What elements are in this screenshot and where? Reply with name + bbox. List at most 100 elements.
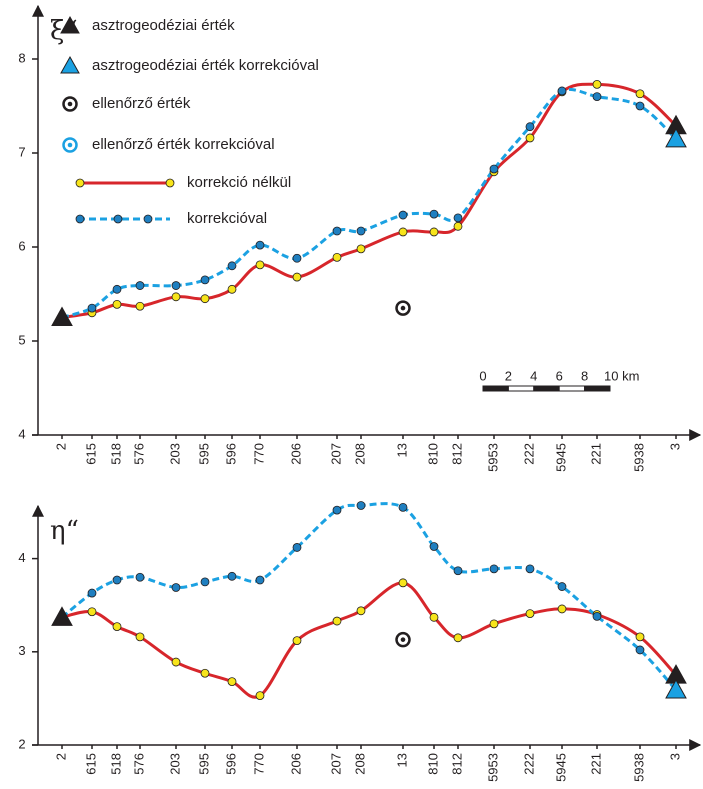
- x-tick-label: 5953: [485, 443, 500, 472]
- point-marker: [200, 668, 210, 678]
- point-marker: [135, 301, 145, 311]
- point-marker: [429, 542, 439, 551]
- x-tick-label: 5945: [553, 753, 568, 782]
- point-marker: [592, 611, 602, 621]
- scale-label: 2: [505, 368, 512, 383]
- legend-dot: [75, 214, 85, 224]
- point-marker: [489, 164, 499, 174]
- point-marker: [87, 303, 97, 313]
- series-line: [61, 82, 678, 319]
- point-marker: [489, 619, 499, 629]
- x-tick-label: 810: [425, 753, 440, 775]
- point-marker: [332, 226, 342, 236]
- point-marker: [200, 275, 210, 285]
- x-tick-label: 222: [521, 443, 536, 465]
- legend-label: asztrogeodéziai érték: [92, 17, 235, 34]
- series-line: [61, 87, 678, 319]
- x-tick-label: 207: [328, 443, 343, 465]
- x-tick-label: 5945: [553, 443, 568, 472]
- point-marker: [255, 691, 265, 701]
- point-marker: [429, 227, 439, 237]
- point-marker: [255, 260, 265, 270]
- legend-label: ellenőrző érték korrekcióval: [92, 136, 275, 153]
- x-tick-label: 208: [352, 443, 367, 465]
- point-marker: [332, 505, 342, 515]
- legend-label: ellenőrző érték: [92, 95, 191, 112]
- y-tick-label: 2: [18, 736, 25, 751]
- legend-dot: [143, 214, 153, 224]
- point-marker: [332, 616, 342, 626]
- point-marker: [398, 210, 408, 220]
- x-tick-label: 595: [196, 443, 211, 465]
- y-tick-label: 7: [18, 144, 25, 159]
- point-marker: [592, 92, 602, 101]
- legend-label: korrekcióval: [187, 210, 267, 227]
- point-marker: [429, 612, 439, 622]
- point-marker: [255, 575, 265, 585]
- point-marker: [557, 582, 567, 591]
- legend-triangle: [60, 15, 80, 34]
- point-marker: [171, 281, 181, 290]
- point-marker: [557, 604, 567, 614]
- legend-ring-dot: [67, 101, 73, 107]
- x-tick-label: 518: [108, 443, 123, 465]
- point-marker: [171, 292, 181, 302]
- point-marker: [292, 636, 302, 646]
- point-marker: [227, 261, 237, 271]
- x-tick-label: 770: [251, 753, 266, 775]
- scale-label: 0: [479, 368, 486, 383]
- point-marker: [592, 79, 602, 89]
- x-tick-label: 203: [167, 443, 182, 465]
- point-marker: [489, 564, 499, 574]
- point-marker: [200, 294, 210, 304]
- x-tick-label: 576: [131, 753, 146, 775]
- x-tick-label: 2: [53, 753, 68, 760]
- point-marker: [635, 101, 645, 111]
- point-marker: [227, 677, 237, 687]
- point-marker: [525, 609, 535, 618]
- point-marker: [525, 564, 535, 574]
- point-marker: [200, 577, 210, 587]
- x-tick-label: 221: [588, 753, 603, 775]
- ring-marker: [395, 631, 411, 648]
- point-marker: [453, 633, 463, 643]
- y-axis-label: η“: [50, 516, 79, 546]
- point-marker: [557, 86, 567, 96]
- x-tick-label: 3: [667, 443, 682, 450]
- y-tick-label: 6: [18, 238, 25, 253]
- scale-bar: 0 2 4 6 8 10 km: [479, 368, 639, 392]
- scale-segment: [507, 385, 535, 392]
- point-marker: [112, 299, 122, 309]
- x-tick-label: 812: [449, 753, 464, 775]
- point-marker: [453, 221, 463, 231]
- point-marker: [356, 226, 366, 236]
- x-tick-label: 222: [521, 753, 536, 775]
- triangle-marker: [51, 306, 73, 326]
- y-tick-label: 4: [18, 426, 25, 441]
- x-tick-label: 5938: [631, 753, 646, 782]
- x-tick-label: 5953: [485, 753, 500, 782]
- x-tick-label: 812: [449, 443, 464, 465]
- point-marker: [525, 133, 535, 143]
- x-tick-label: 615: [83, 753, 98, 775]
- point-marker: [87, 588, 97, 598]
- ring-dot: [400, 637, 406, 642]
- ring-dot: [400, 305, 406, 311]
- x-tick-label: 208: [352, 753, 367, 775]
- point-marker: [227, 284, 237, 294]
- point-marker: [112, 622, 122, 632]
- point-marker: [398, 578, 408, 588]
- x-tick-label: 5938: [631, 443, 646, 472]
- point-marker: [635, 632, 645, 642]
- point-marker: [398, 502, 408, 512]
- x-tick-label: 576: [131, 443, 146, 465]
- point-marker: [135, 281, 145, 290]
- legend-label: asztrogeodéziai érték korrekcióval: [92, 57, 319, 74]
- y-tick-label: 3: [18, 643, 25, 658]
- point-marker: [292, 272, 302, 282]
- x-tick-label: 206: [288, 753, 303, 775]
- triangle-marker: [665, 678, 687, 699]
- legend-dot: [75, 178, 85, 188]
- legend-dot: [165, 178, 175, 188]
